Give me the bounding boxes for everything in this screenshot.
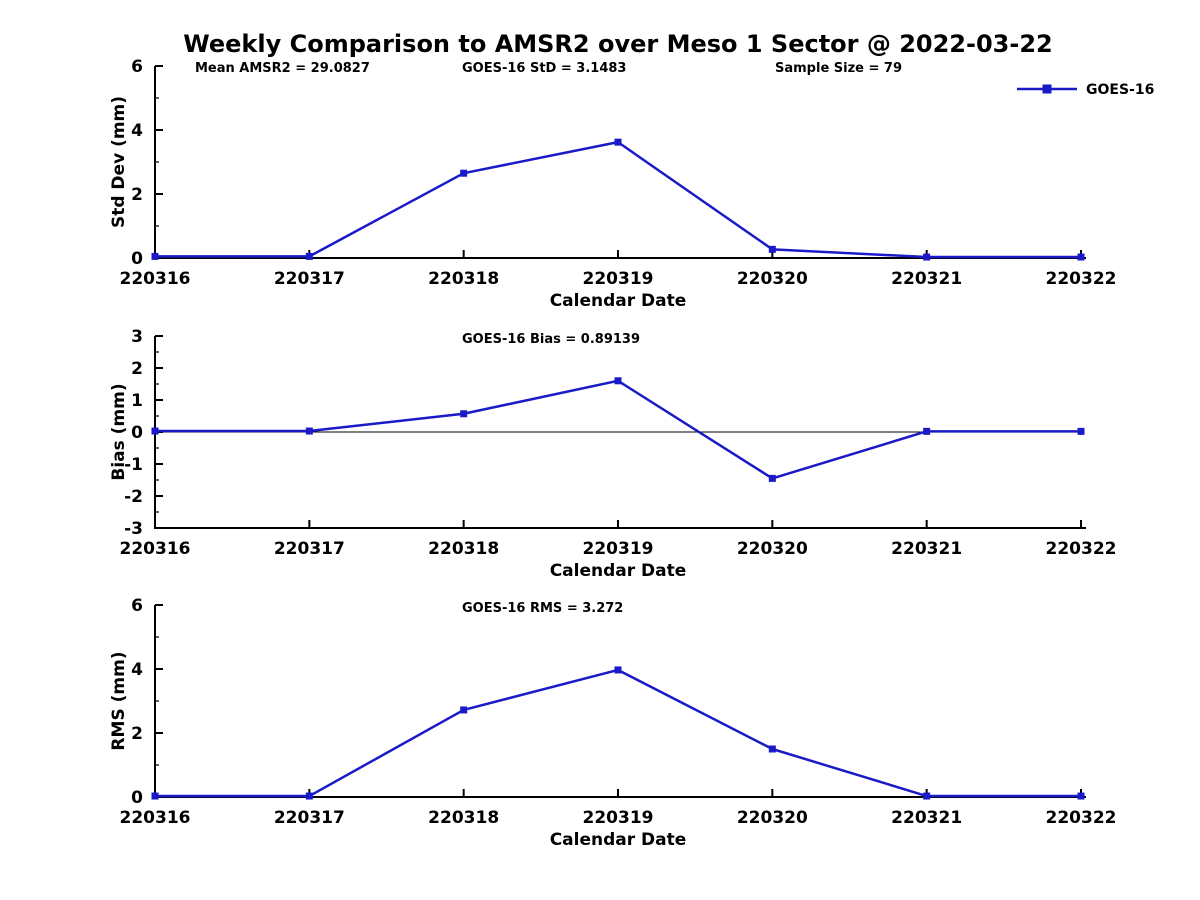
x-tick-label: 220320 (737, 539, 808, 559)
x-tick-label: 220319 (583, 808, 654, 828)
series-marker (151, 427, 159, 435)
y-tick-label: -2 (124, 487, 143, 507)
y-tick-label: 1 (131, 391, 143, 411)
x-tick-label: 220322 (1046, 808, 1117, 828)
x-tick-label: 220321 (891, 539, 962, 559)
x-tick-label: 220316 (120, 539, 191, 559)
y-tick-label: 6 (131, 596, 143, 616)
series-marker (460, 169, 468, 177)
series-marker (923, 792, 931, 800)
y-tick-label: 0 (131, 423, 143, 443)
x-tick-label: 220322 (1046, 539, 1117, 559)
x-tick-label: 220318 (428, 539, 499, 559)
y-tick-label: -1 (124, 455, 143, 475)
x-tick-label: 220320 (737, 269, 808, 289)
series-marker (614, 138, 622, 146)
series-marker (151, 792, 159, 800)
series-line (155, 140, 1081, 259)
subplot-bias: -3 -2 -1 0 1 2 3 220316 220317 220318 220319 220320… (109, 327, 1116, 581)
series-line (155, 668, 1081, 798)
series-marker (460, 706, 468, 714)
x-tick-label: 220317 (274, 808, 345, 828)
y-tick-label: 4 (131, 121, 143, 141)
y-tick-label: 2 (131, 724, 143, 744)
series-marker (923, 253, 931, 261)
x-tick-label: 220316 (120, 808, 191, 828)
series-marker (614, 377, 622, 385)
x-tick-label: 220320 (737, 808, 808, 828)
series-marker (614, 666, 622, 674)
x-tick-label: 220316 (120, 269, 191, 289)
series-marker (305, 252, 313, 260)
series-marker (305, 427, 313, 435)
series-marker (768, 245, 776, 253)
y-tick-label: 2 (131, 185, 143, 205)
x-tick-label: 220318 (428, 808, 499, 828)
x-axis-title: Calendar Date (550, 291, 687, 311)
series-marker (305, 792, 313, 800)
x-tick-label: 220319 (583, 539, 654, 559)
x-tick-label: 220317 (274, 269, 345, 289)
legend-marker (1042, 84, 1052, 94)
y-tick-label: 0 (131, 249, 143, 269)
x-tick-label: 220318 (428, 269, 499, 289)
y-tick-label: 0 (131, 788, 143, 808)
series-marker (768, 745, 776, 753)
x-tick-label: 220322 (1046, 269, 1117, 289)
y-tick-label: 2 (131, 359, 143, 379)
figure-title: Weekly Comparison to AMSR2 over Meso 1 S… (183, 30, 1053, 58)
series-marker (768, 474, 776, 482)
x-axis-title: Calendar Date (550, 830, 687, 850)
series-marker (1077, 427, 1085, 435)
stat-annotation: Mean AMSR2 = 29.0827 (195, 61, 370, 76)
subplot-rms: 0 2 4 6 220316 220317 220318 220319 220320 220321… (109, 596, 1116, 850)
series-marker (151, 252, 159, 260)
legend-label: GOES-16 (1086, 82, 1154, 98)
stat-annotation: GOES-16 Bias = 0.89139 (462, 332, 640, 347)
series-marker (1077, 253, 1085, 261)
y-tick-label: -3 (124, 519, 143, 539)
series-marker (923, 427, 931, 435)
y-tick-label: 3 (131, 327, 143, 347)
x-tick-label: 220319 (583, 269, 654, 289)
x-axis-title: Calendar Date (550, 561, 687, 581)
series-marker (1077, 792, 1085, 800)
y-tick-label: 4 (131, 660, 143, 680)
stat-annotation: GOES-16 StD = 3.1483 (462, 61, 626, 76)
x-tick-label: 220321 (891, 808, 962, 828)
series-line (155, 379, 1081, 480)
legend: GOES-16 (1017, 82, 1154, 98)
y-axis-title: Std Dev (mm) (109, 96, 129, 228)
x-tick-label: 220321 (891, 269, 962, 289)
subplot-stddev: 0 2 4 6 220316 220317 220318 220319 220320 220321… (109, 57, 1154, 311)
y-tick-label: 6 (131, 57, 143, 77)
y-axis-title: Bias (mm) (109, 383, 129, 480)
series-marker (460, 410, 468, 418)
x-tick-label: 220317 (274, 539, 345, 559)
stat-annotation: Sample Size = 79 (775, 61, 902, 76)
stat-annotation: GOES-16 RMS = 3.272 (462, 601, 623, 616)
y-axis-title: RMS (mm) (109, 651, 129, 750)
